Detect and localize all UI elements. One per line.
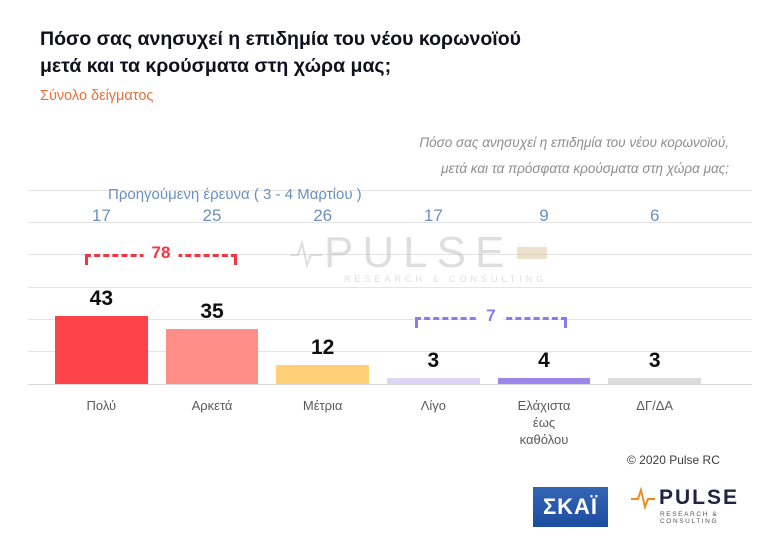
heartbeat-icon xyxy=(290,239,322,269)
column-arketa: 25 35 Αρκετά xyxy=(157,200,268,413)
pulse-logo: PULSE RESEARCH & CONSULTING xyxy=(630,486,748,525)
gridline xyxy=(28,287,752,288)
bar-value-label: 3 xyxy=(648,349,661,372)
previous-value: 26 xyxy=(313,206,333,225)
bar-chart: 17 43 Πολύ 25 35 Αρκετά 26 12 Μέτρια 17 … xyxy=(46,200,710,447)
bar-value-label: 35 xyxy=(200,299,224,323)
pulse-logo-text: PULSE xyxy=(659,486,740,509)
bar-value-label: 12 xyxy=(311,336,335,360)
baseline xyxy=(28,384,752,385)
pulse-heartbeat-icon xyxy=(631,486,655,510)
watermark-mark xyxy=(517,247,548,259)
previous-value: 9 xyxy=(539,206,549,225)
skai-logo: ΣΚΑΪ xyxy=(533,487,608,527)
copyright-text: © 2020 Pulse RC xyxy=(627,453,720,467)
bar-elaxista xyxy=(497,377,591,384)
gridline xyxy=(28,351,752,352)
previous-value: 6 xyxy=(649,206,660,225)
pulse-logo-tagline: RESEARCH & CONSULTING xyxy=(660,511,719,525)
gridline xyxy=(28,222,752,223)
bar-dgda xyxy=(608,378,702,384)
sum-bracket-78: 78 xyxy=(85,243,237,265)
previous-survey-label: Προηγούμενη έρευνα ( 3 - 4 Μαρτίου ) xyxy=(108,186,362,203)
category-label: ΔΓ/ΔΑ xyxy=(636,398,674,413)
column-poli: 17 43 Πολύ xyxy=(46,200,157,413)
previous-value: 17 xyxy=(91,206,111,225)
previous-value: 25 xyxy=(202,206,222,225)
page-title: Πόσο σας ανησυχεί η επιδημία του νέου κο… xyxy=(40,26,521,81)
watermark-tagline: RESEARCH & CONSULTING xyxy=(343,274,548,284)
column-metria: 26 12 Μέτρια xyxy=(267,200,378,413)
column-ligo: 17 3 Λίγο xyxy=(378,200,489,413)
question-text: Πόσο σας ανησυχεί η επιδημία του νέου κο… xyxy=(419,130,729,182)
watermark-text: PULSE xyxy=(324,228,514,277)
gridline xyxy=(28,254,752,255)
bar-arketa xyxy=(165,328,259,384)
sum-bracket-7: 7 xyxy=(415,306,567,328)
previous-value: 17 xyxy=(423,206,443,225)
sample-subtitle: Σύνολο δείγματος xyxy=(40,88,154,104)
title-line-2: μετά και τα κρούσματα στη χώρα μας; xyxy=(40,55,392,78)
column-elaxista: 9 4 Ελάχιστα έως καθόλου xyxy=(489,200,600,447)
bar-poli xyxy=(54,316,148,384)
question-line-1: Πόσο σας ανησυχεί η επιδημία του νέου κο… xyxy=(419,135,729,150)
category-label: Αρκετά xyxy=(191,398,233,413)
sum-label-7: 7 xyxy=(478,306,504,326)
gridline xyxy=(28,190,752,191)
bar-value-label: 43 xyxy=(89,287,114,311)
gridline xyxy=(28,319,752,320)
question-line-2: μετά και τα πρόσφατα κρούσματα στη χώρα … xyxy=(441,161,729,176)
sum-label-78: 78 xyxy=(143,243,179,263)
bar-metria xyxy=(276,365,370,384)
category-label: Λίγο xyxy=(420,398,446,413)
bar-ligo xyxy=(386,378,480,384)
column-dgda: 6 3 ΔΓ/ΔΑ xyxy=(599,200,710,413)
category-label: Πολύ xyxy=(86,398,117,413)
pulse-watermark: PULSE RESEARCH & CONSULTING xyxy=(288,228,548,284)
bar-value-label: 3 xyxy=(427,349,440,372)
category-label: Μέτρια xyxy=(302,398,343,413)
title-line-1: Πόσο σας ανησυχεί η επιδημία του νέου κο… xyxy=(40,28,521,50)
category-label: Ελάχιστα έως καθόλου xyxy=(517,398,571,447)
bar-value-label: 4 xyxy=(538,348,550,372)
skai-logo-text: ΣΚΑΪ xyxy=(542,494,599,519)
